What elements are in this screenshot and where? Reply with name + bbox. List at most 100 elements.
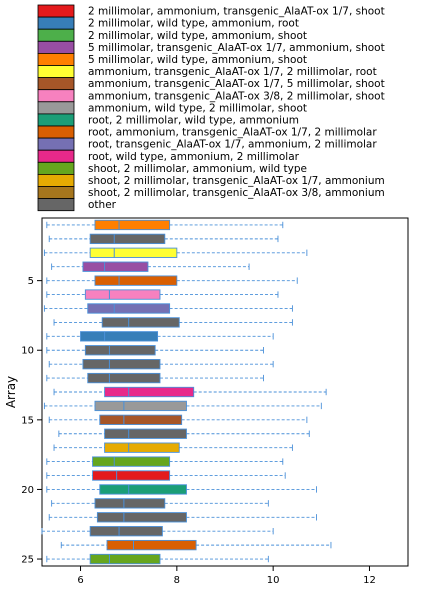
legend-swatch (37, 149, 75, 163)
y-tick-label: 5 (28, 276, 34, 287)
box-array-7 (43, 303, 293, 314)
box-iqr (104, 442, 180, 453)
box-iqr (92, 470, 171, 481)
legend-label: shoot, 2 millimolar, transgenic_AlaAT-ox… (88, 175, 385, 187)
legend-swatch (37, 101, 75, 115)
box-iqr (94, 219, 171, 231)
box-array-23 (41, 526, 274, 537)
legend-label: ammonium, transgenic_AlaAT-ox 1/7, 5 mil… (88, 78, 385, 90)
y-tick-label: 10 (21, 346, 34, 357)
legend-swatch (37, 198, 75, 212)
legend-label: ammonium, transgenic_AlaAT-ox 1/7, 2 mil… (88, 66, 377, 78)
box-iqr (99, 484, 187, 495)
legend-swatch (37, 161, 75, 175)
box-array-12 (46, 372, 264, 384)
box-iqr (89, 526, 163, 537)
box-array-21 (51, 498, 269, 509)
legend-label: 2 millimolar, ammonium, transgenic_AlaAT… (88, 6, 385, 18)
box-array-15 (48, 414, 308, 425)
y-tick-label: 20 (21, 485, 34, 496)
box-array-10 (46, 345, 264, 356)
legend-label: 5 millimolar, wild type, ammonium, shoot (88, 54, 307, 66)
legend-swatch (37, 40, 75, 54)
box-array-13 (53, 386, 327, 398)
y-tick-label: 15 (21, 415, 34, 426)
box-iqr (104, 386, 195, 398)
plot-area: 6 8 10 12 5 10 15 20 25 (21, 217, 409, 586)
y-tick-label: 25 (21, 555, 34, 566)
box-array-5 (46, 275, 298, 286)
legend-swatch (37, 125, 75, 139)
plot-frame (41, 217, 409, 567)
legend: 2 millimolar, ammonium, transgenic_AlaAT… (37, 4, 385, 212)
legend-label: root, 2 millimolar, wild type, ammonium (88, 115, 299, 127)
box-array-25 (46, 553, 269, 565)
legend-swatch (37, 16, 75, 30)
box-array-9 (46, 331, 274, 342)
box-array-11 (48, 359, 274, 370)
legend-label: root, transgenic_AlaAT-ox 1/7, ammonium,… (88, 139, 377, 151)
box-iqr (89, 247, 178, 258)
box-array-14 (43, 400, 322, 412)
legend-label: 2 millimolar, wild type, ammonium, root (88, 18, 299, 30)
box-iqr (84, 289, 161, 300)
box-iqr (96, 512, 187, 523)
legend-swatch (37, 65, 75, 79)
legend-label: other (88, 199, 117, 211)
box-iqr (99, 414, 183, 425)
box-array-6 (46, 289, 279, 300)
box-array-3 (43, 247, 308, 258)
legend-swatch (37, 77, 75, 91)
box-array-22 (48, 512, 317, 523)
legend-swatch (37, 186, 75, 200)
box-array-20 (46, 484, 317, 495)
box-series (41, 219, 332, 565)
box-iqr (89, 553, 161, 565)
legend-label: shoot, 2 millimolar, transgenic_AlaAT-ox… (88, 187, 385, 199)
legend-swatch (37, 173, 75, 187)
legend-label: root, wild type, ammonium, 2 millimolar (88, 151, 300, 163)
legend-label: ammonium, transgenic_AlaAT-ox 3/8, 2 mil… (88, 90, 385, 102)
legend-swatch (37, 137, 75, 151)
y-axis-title: Array (4, 376, 18, 408)
box-array-8 (53, 317, 293, 328)
box-iqr (106, 539, 197, 551)
x-tick-label: 8 (174, 575, 180, 586)
box-iqr (101, 317, 180, 328)
x-axis: 6 8 10 12 (77, 566, 376, 586)
box-array-1 (46, 219, 284, 231)
box-array-19 (46, 470, 286, 481)
box-iqr (104, 428, 187, 439)
box-array-18 (46, 456, 284, 467)
legend-swatch (37, 28, 75, 42)
y-axis: 5 10 15 20 25 (21, 276, 42, 566)
legend-label: 2 millimolar, wild type, ammonium, shoot (88, 30, 307, 42)
box-iqr (92, 456, 171, 467)
legend-swatch (37, 113, 75, 127)
legend-swatch (37, 4, 75, 18)
x-tick-label: 10 (267, 575, 280, 586)
legend-label: ammonium, wild type, 2 millimolar, shoot (88, 102, 307, 114)
legend-swatch (37, 53, 75, 66)
box-iqr (82, 261, 149, 272)
x-tick-label: 12 (363, 575, 376, 586)
legend-label: 5 millimolar, transgenic_AlaAT-ox 1/7, a… (88, 42, 385, 54)
box-iqr (89, 233, 166, 245)
box-iqr (94, 498, 166, 509)
box-array-4 (51, 261, 250, 272)
x-tick-label: 6 (77, 575, 83, 586)
box-array-24 (60, 539, 332, 551)
box-iqr (87, 372, 161, 384)
box-array-16 (58, 428, 310, 439)
legend-label: root, ammonium, transgenic_AlaAT-ox 1/7,… (88, 127, 377, 139)
box-iqr (80, 331, 159, 342)
box-array-2 (48, 233, 279, 245)
legend-swatch (37, 89, 75, 103)
box-array-17 (53, 442, 293, 453)
box-iqr (94, 400, 187, 412)
box-iqr (94, 275, 178, 286)
box-iqr (82, 359, 161, 370)
legend-label: shoot, 2 millimolar, ammonium, wild type (88, 163, 307, 175)
box-iqr (84, 345, 156, 356)
